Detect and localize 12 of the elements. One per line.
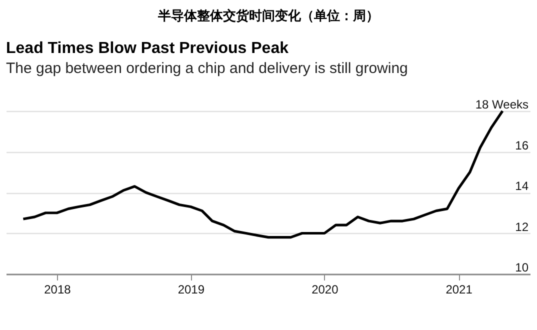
x-tick-label: 2020 [312, 282, 339, 296]
x-tick-label: 2019 [178, 282, 205, 296]
chart-subtitle: Lead Times Blow Past Previous Peak [5, 40, 290, 58]
text: The gap between ordering a chip and delivery is still growing [5, 60, 409, 77]
x-tick-label: 2018 [44, 282, 72, 296]
y-tick-label: 10 [515, 260, 529, 274]
y-tick-label: 14 [515, 179, 529, 193]
x-tick-label: 2021 [446, 282, 473, 296]
chart-title: 半导体整体交货时间变化（单位：周） [157, 8, 380, 26]
y-tick-label: 18 Weeks [475, 98, 528, 112]
y-tick-label: 16 [515, 138, 529, 152]
y-tick-label: 12 [515, 220, 529, 234]
